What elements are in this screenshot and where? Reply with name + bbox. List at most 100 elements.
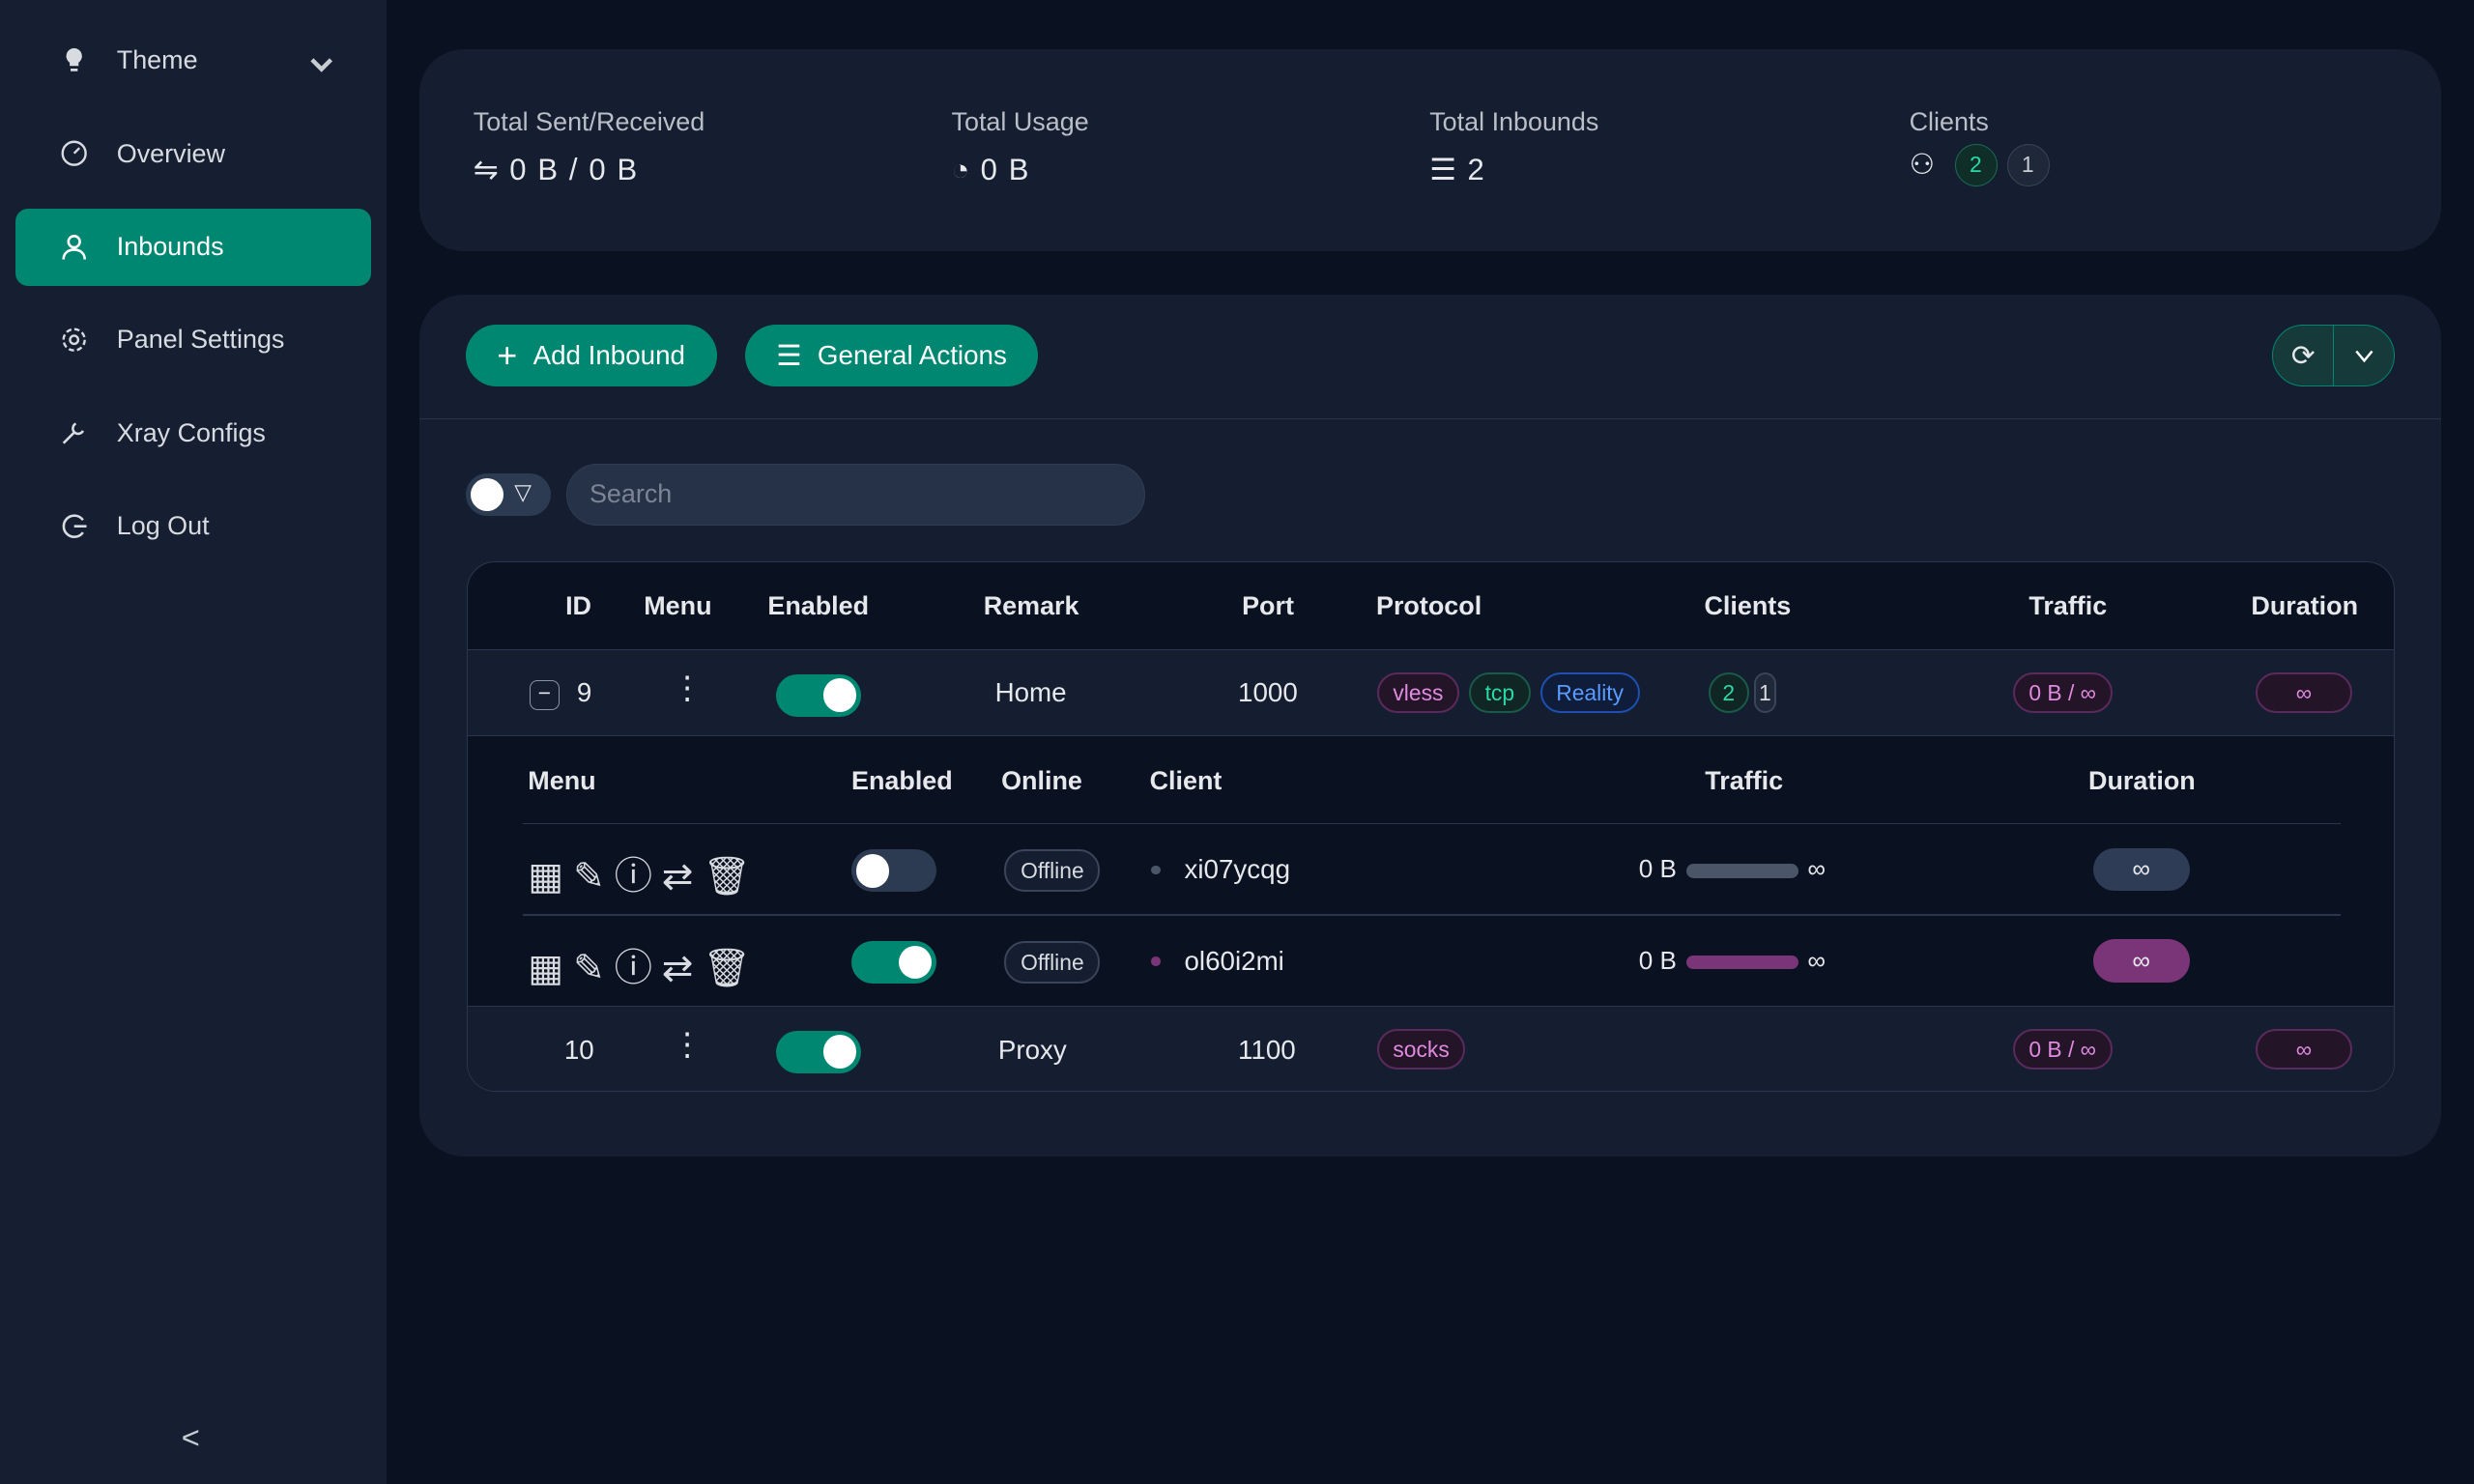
column-header: Clients [1704,590,1792,620]
reset-icon[interactable]: ⇄ [661,856,704,899]
button-label: General Actions [817,340,1007,371]
protocol-tag: socks [1376,1028,1466,1070]
delete-icon[interactable]: 🗑 [703,947,761,989]
column-header: Duration [2088,765,2196,795]
sidebar-item-label: Log Out [116,511,210,540]
enabled-toggle[interactable] [775,1030,861,1073]
chevron-down-icon [2355,350,2373,362]
stat-label: Clients [1909,107,1989,137]
protocol-tag: vless [1376,671,1460,714]
table-row: − 9 ⋮ Home 1000 vless tcp Reality 2 1 0 … [468,649,2395,736]
sidebar-item-theme[interactable]: Theme [15,22,370,100]
sidebar-item-inbounds[interactable]: Inbounds [15,208,371,286]
add-inbound-button[interactable]: + Add Inbound [465,325,717,386]
protocol-tag: tcp [1468,671,1531,714]
pie-chart-icon: ◔ [951,153,971,187]
traffic-bar [1685,864,1798,878]
tool-icon [62,422,85,445]
inbound-id: 10 [563,1035,594,1066]
client-name: ol60i2mi [1184,945,1284,976]
clients-active-badge: 2 [1708,671,1749,714]
filter-toggle[interactable]: ▽ [465,472,551,516]
qrcode-icon[interactable]: ▦ [528,856,574,899]
lightbulb-icon [66,47,82,71]
sidebar-item-xray-configs[interactable]: Xray Configs [15,394,370,471]
online-status-badge: Offline [1004,941,1101,985]
inbounds-table: ID Menu Enabled Remark Port Protocol Cli… [467,561,2396,1092]
column-header: Online [1001,765,1082,795]
refresh-button[interactable]: ⟳ [2273,326,2335,385]
sidebar-item-label: Xray Configs [116,417,266,447]
more-vertical-icon[interactable]: ⋮ [671,669,704,705]
qrcode-icon[interactable]: ▦ [528,947,574,989]
traffic-bar [1685,955,1798,970]
client-enabled-toggle[interactable] [851,849,937,893]
refresh-dropdown-button[interactable] [2334,326,2394,385]
stat-label: Total Sent/Received [473,107,705,137]
column-header: ID [565,590,592,620]
client-traffic: 0 B [1638,945,1677,975]
reset-icon[interactable]: ⇄ [661,947,704,989]
edit-icon[interactable]: ✎ [573,856,615,899]
stat-inbounds: Total Inbounds ☰ 2 [1429,107,1598,187]
client-name: xi07ycqg [1184,854,1291,885]
gear-icon [62,328,86,353]
stat-value: 0 B [980,153,1031,187]
collapse-row-button[interactable]: − [529,680,560,711]
client-duration-badge: ∞ [2092,939,2190,983]
client-duration-badge: ∞ [2092,847,2190,891]
column-header: Enabled [851,765,953,795]
info-icon[interactable]: ⓘ [614,856,662,899]
sidebar-item-label: Inbounds [116,232,224,262]
sidebar-item-panel-settings[interactable]: Panel Settings [15,301,370,379]
clients-other-badge: 1 [1753,671,1776,714]
port: 1000 [1238,676,1298,707]
clients-active-badge: 2 [1955,143,1999,186]
column-header: Remark [983,590,1079,620]
menu-icon: ☰ [776,339,802,372]
port: 1100 [1238,1035,1296,1066]
search-input[interactable] [566,464,1146,526]
remark: Proxy [997,1035,1067,1066]
client-enabled-toggle[interactable] [851,941,937,985]
duration-badge: ∞ [2256,1028,2352,1070]
column-header: Traffic [2028,590,2108,620]
column-header: Enabled [767,590,870,620]
column-header: Menu [528,765,596,795]
sidebar-item-label: Panel Settings [116,325,285,355]
protocol-tag: Reality [1539,671,1640,714]
edit-icon[interactable]: ✎ [573,947,615,989]
table-row: 10 ⋮ Proxy 1100 socks 0 B / ∞ ∞ [468,1006,2395,1091]
collapse-sidebar-button[interactable]: < [181,1419,200,1456]
chevron-down-icon [310,58,333,72]
dashboard-icon [61,141,87,167]
sidebar-item-overview[interactable]: Overview [15,115,370,192]
stat-sent-received: Total Sent/Received ⇋ 0 B / 0 B [474,107,705,187]
refresh-icon: ⟳ [2290,339,2316,372]
delete-icon[interactable]: 🗑 [703,856,761,899]
filter-icon: ▽ [514,479,532,505]
list-icon: ☰ [1429,153,1458,187]
clients-other-badge: 1 [2006,143,2051,186]
protocol-tags: vless tcp Reality [1376,671,1640,714]
enabled-toggle[interactable] [775,673,861,717]
stat-label: Total Inbounds [1429,107,1599,137]
sidebar-item-label: Theme [116,45,198,75]
general-actions-button[interactable]: ☰ General Actions [744,325,1039,386]
stat-clients: Clients ⚇ 2 1 [1909,107,2051,186]
clients-badges: 2 1 [1708,671,1776,714]
traffic-badge: 0 B / ∞ [2012,671,2113,714]
column-header: Port [1242,590,1294,620]
sidebar-item-log-out[interactable]: Log Out [15,488,370,565]
refresh-group: ⟳ [2272,325,2396,386]
column-header: Client [1149,765,1223,795]
column-header: Protocol [1375,590,1482,620]
duration-badge: ∞ [2256,671,2352,714]
status-dot [1151,865,1161,875]
more-vertical-icon[interactable]: ⋮ [671,1025,704,1062]
info-icon[interactable]: ⓘ [614,947,662,989]
swap-icon: ⇋ [473,153,501,187]
stat-label: Total Usage [951,107,1089,137]
stat-value: 2 [1467,153,1486,187]
column-header: Menu [644,590,712,620]
